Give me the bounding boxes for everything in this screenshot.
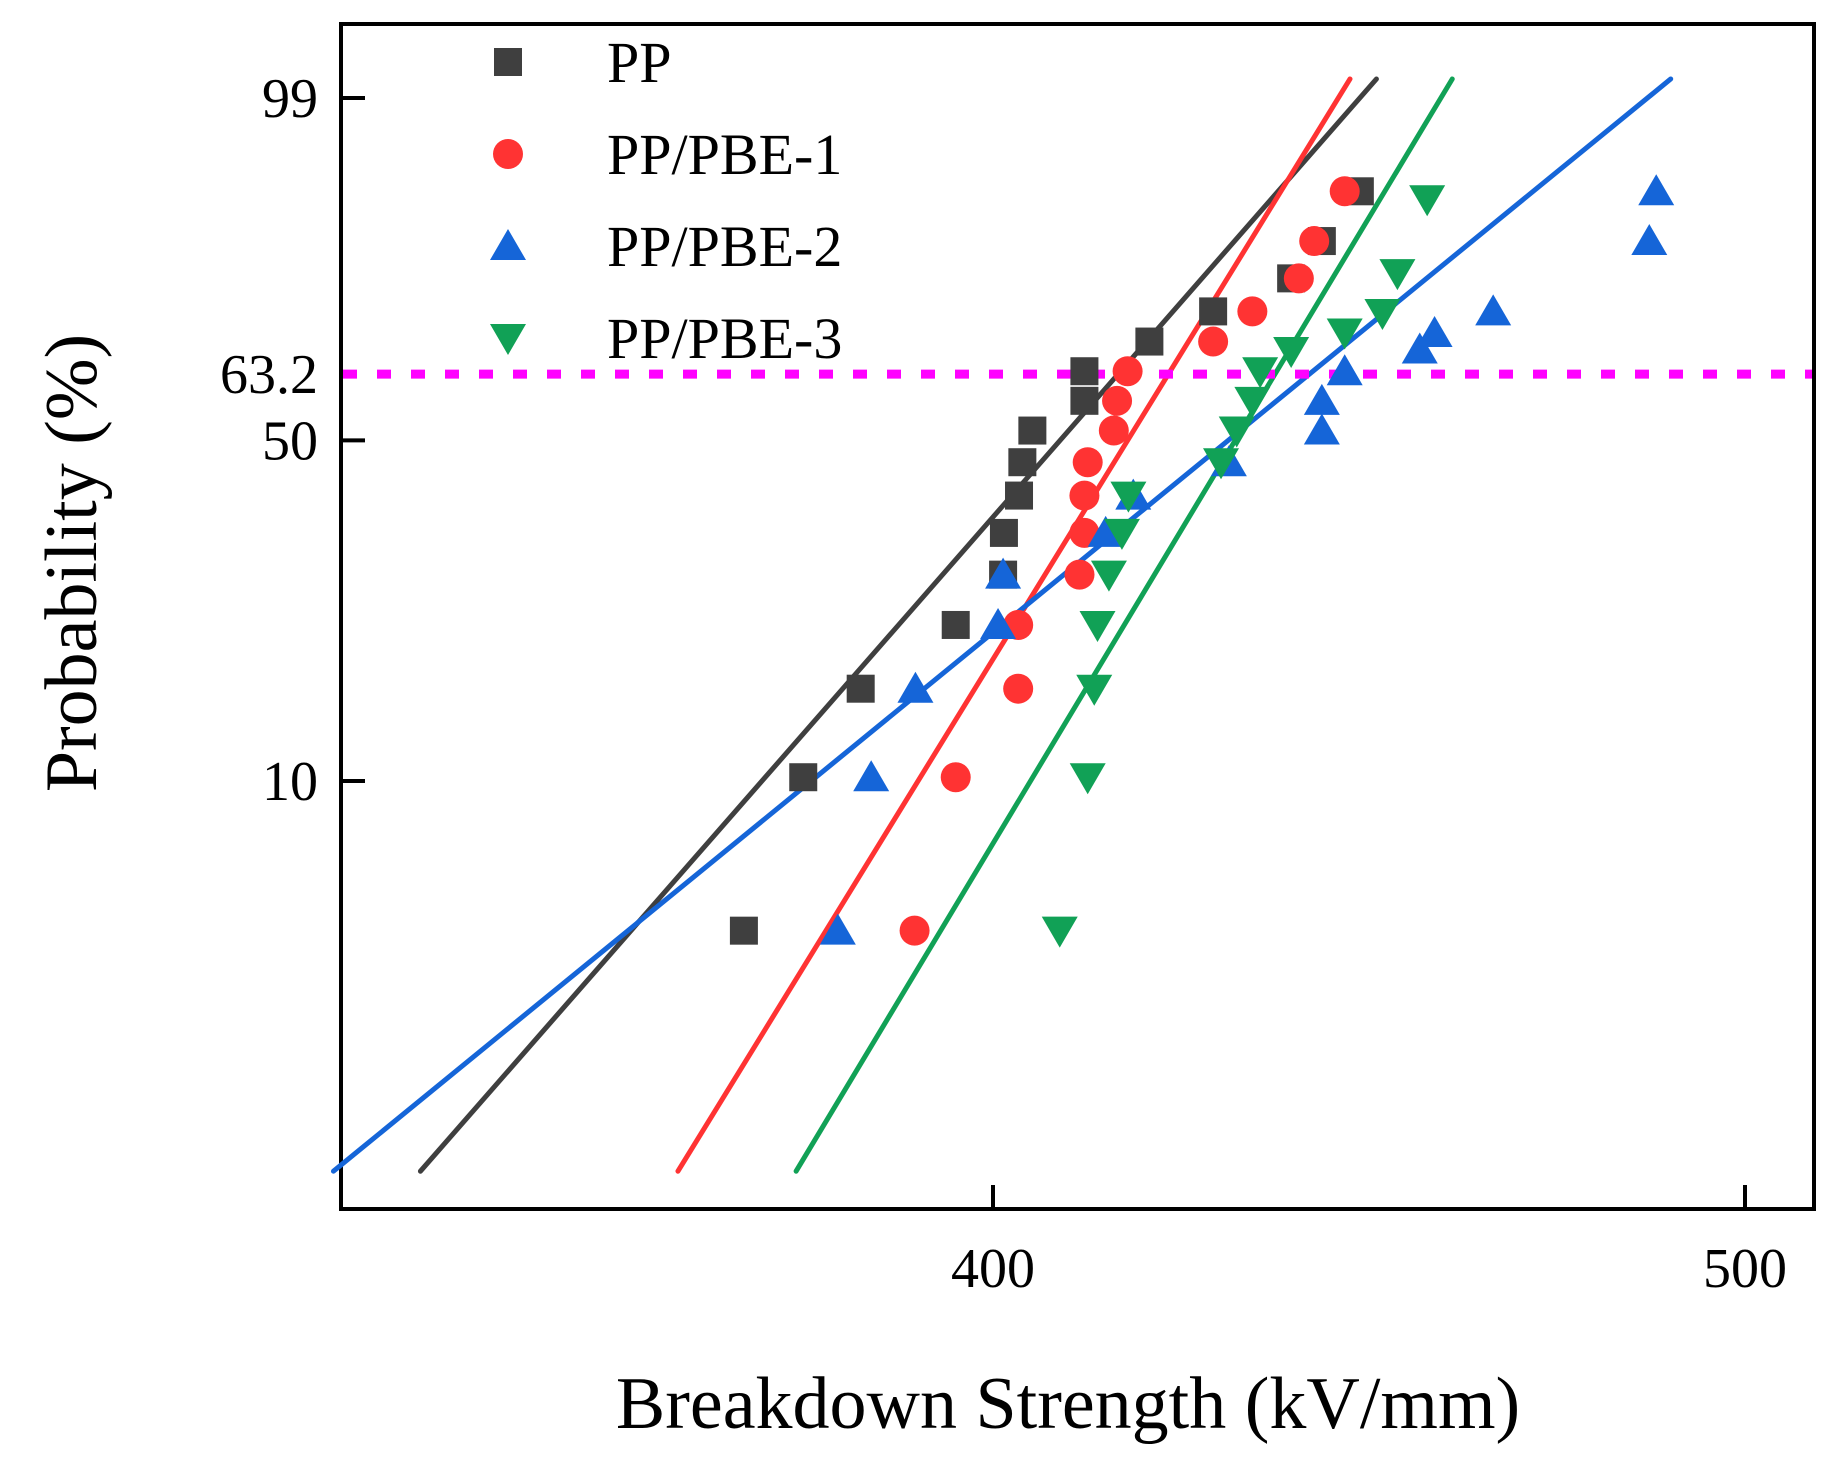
legend-marker-pp-pbe-2 — [490, 229, 526, 260]
data-point-pp — [789, 763, 818, 792]
data-point-pp — [1008, 448, 1037, 477]
data-point-pp — [1018, 416, 1047, 445]
data-point-pp-pbe-2 — [1303, 383, 1340, 415]
data-point-pp-pbe-3 — [1234, 386, 1271, 418]
data-point-pp-pbe-3 — [1041, 916, 1078, 948]
legend: PP PP/PBE-1 PP/PBE-2 PP/PBE-3 — [490, 30, 842, 371]
data-point-pp-pbe-2 — [819, 913, 856, 945]
data-point-pp-pbe-1 — [1198, 326, 1229, 357]
data-point-pp — [1070, 386, 1099, 415]
x-tick-label: 500 — [1703, 1238, 1787, 1300]
data-point-pp-pbe-1 — [940, 762, 971, 793]
data-point-pp-pbe-2 — [1326, 354, 1363, 386]
legend-marker-pp — [494, 48, 522, 76]
data-point-pp-pbe-3 — [1076, 674, 1113, 706]
data-point-pp-pbe-2 — [897, 671, 934, 703]
y-tick-label: 10 — [262, 751, 318, 813]
legend-marker-pp-pbe-1 — [493, 139, 523, 169]
legend-label-pp-pbe-2: PP/PBE-2 — [607, 214, 842, 279]
data-point-pp-pbe-1 — [1102, 385, 1133, 416]
data-point-pp-pbe-1 — [1283, 263, 1314, 294]
data-point-pp-pbe-2 — [1631, 224, 1668, 256]
x-axis-ticks: 400 500 — [951, 1185, 1787, 1300]
legend-label-pp-pbe-3: PP/PBE-3 — [607, 306, 842, 371]
fit-line-pp-pbe-3 — [793, 76, 1455, 1174]
data-point-pp-pbe-1 — [1329, 176, 1360, 207]
data-point-pp — [1070, 357, 1099, 386]
data-point-pp-pbe-1 — [1069, 480, 1100, 511]
data-point-pp-pbe-3 — [1273, 337, 1310, 369]
legend-marker-pp-pbe-3 — [490, 324, 526, 355]
data-point-pp-pbe-2 — [1401, 332, 1438, 364]
data-point-pp-pbe-1 — [1003, 673, 1034, 704]
data-point-pp — [989, 518, 1018, 547]
data-point-pp-pbe-2 — [1303, 413, 1340, 445]
y-tick-label: 50 — [262, 410, 318, 472]
data-point-pp — [846, 674, 875, 703]
data-point-pp-pbe-3 — [1379, 259, 1416, 291]
data-point-pp-pbe-1 — [1112, 356, 1143, 387]
data-point-pp-pbe-3 — [1218, 416, 1255, 448]
data-point-pp-pbe-3 — [1103, 518, 1140, 550]
data-point-pp — [729, 916, 758, 945]
data-point-pp-pbe-2 — [985, 557, 1022, 589]
data-point-pp-pbe-1 — [1098, 415, 1129, 446]
data-point-pp-pbe-2 — [1087, 515, 1124, 547]
data-point-pp-pbe-1 — [1064, 559, 1095, 590]
data-point-pp-pbe-3 — [1326, 318, 1363, 350]
y-axis-title: Probability (%) — [31, 334, 113, 792]
y-tick-label: 99 — [262, 68, 318, 130]
data-point-pp — [1135, 327, 1164, 356]
data-point-pp — [1199, 297, 1228, 326]
data-point-pp-pbe-3 — [1364, 298, 1401, 330]
data-point-pp-pbe-3 — [1203, 448, 1240, 480]
data-point-pp-pbe-1 — [1237, 296, 1268, 327]
x-axis-title: Breakdown Strength (kV/mm) — [616, 1363, 1520, 1445]
data-point-pp — [941, 610, 970, 639]
data-point-pp-pbe-3 — [1409, 185, 1446, 217]
x-tick-label: 400 — [951, 1238, 1035, 1300]
data-point-pp-pbe-2 — [1416, 316, 1453, 348]
data-point-pp-pbe-2 — [980, 607, 1017, 639]
data-point-pp-pbe-3 — [1110, 481, 1147, 513]
data-point-pp-pbe-3 — [1069, 763, 1106, 795]
legend-label-pp: PP — [607, 30, 672, 95]
data-point-pp-pbe-1 — [1072, 447, 1103, 478]
data-point-pp — [1005, 481, 1034, 510]
data-point-pp-pbe-3 — [1079, 610, 1116, 642]
plot-frame — [339, 22, 1816, 1211]
fit-line-pp — [417, 76, 1379, 1174]
data-point-pp-pbe-2 — [853, 760, 890, 792]
y-tick-label: 63.2 — [220, 344, 318, 406]
data-point-pp-pbe-2 — [1638, 174, 1675, 206]
data-markers — [729, 174, 1675, 948]
legend-label-pp-pbe-1: PP/PBE-1 — [607, 122, 842, 187]
data-point-pp-pbe-1 — [1299, 226, 1330, 257]
data-point-pp-pbe-3 — [1090, 560, 1127, 592]
data-point-pp-pbe-1 — [899, 915, 930, 946]
data-point-pp-pbe-2 — [1475, 294, 1512, 326]
data-point-pp-pbe-3 — [1242, 357, 1279, 389]
